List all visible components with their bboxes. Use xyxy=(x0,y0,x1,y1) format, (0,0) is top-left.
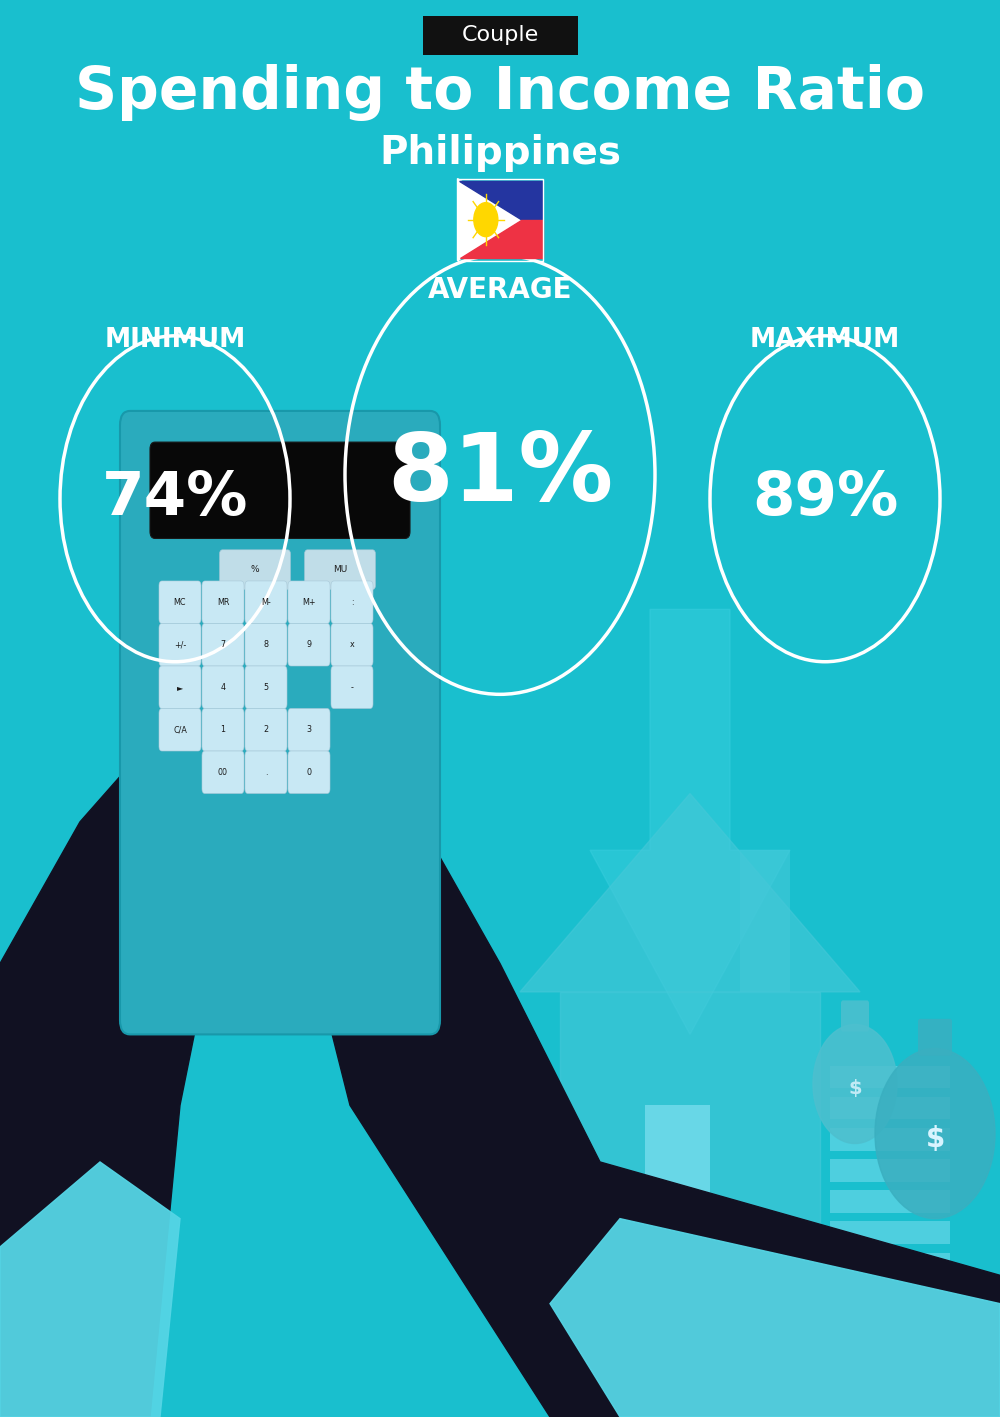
Polygon shape xyxy=(300,794,1000,1417)
FancyBboxPatch shape xyxy=(830,1253,950,1275)
Text: MC: MC xyxy=(174,598,186,606)
Text: ►: ► xyxy=(177,683,183,691)
FancyBboxPatch shape xyxy=(159,708,201,751)
FancyBboxPatch shape xyxy=(288,623,330,666)
Text: MINIMUM: MINIMUM xyxy=(104,327,246,353)
Text: +/-: +/- xyxy=(174,640,186,649)
FancyBboxPatch shape xyxy=(830,1190,950,1213)
FancyBboxPatch shape xyxy=(159,623,201,666)
Text: C/A: C/A xyxy=(173,726,187,734)
FancyBboxPatch shape xyxy=(202,751,244,794)
FancyBboxPatch shape xyxy=(331,623,373,666)
Text: $: $ xyxy=(925,1125,945,1153)
Text: 00: 00 xyxy=(218,768,228,777)
Text: .: . xyxy=(265,768,267,777)
Text: %: % xyxy=(251,565,259,574)
FancyBboxPatch shape xyxy=(245,751,287,794)
Text: M-: M- xyxy=(261,598,271,606)
Polygon shape xyxy=(458,179,521,261)
Polygon shape xyxy=(520,794,860,992)
Text: 4: 4 xyxy=(220,683,226,691)
Text: MR: MR xyxy=(217,598,229,606)
Polygon shape xyxy=(0,652,420,1417)
Text: 3: 3 xyxy=(306,726,312,734)
Circle shape xyxy=(474,203,498,237)
Text: 5: 5 xyxy=(263,683,269,691)
FancyBboxPatch shape xyxy=(120,411,440,1034)
FancyBboxPatch shape xyxy=(245,623,287,666)
Text: x: x xyxy=(350,640,354,649)
FancyBboxPatch shape xyxy=(202,581,244,623)
Text: :: : xyxy=(351,598,353,606)
FancyBboxPatch shape xyxy=(159,666,201,708)
Polygon shape xyxy=(460,181,542,220)
Circle shape xyxy=(875,1049,995,1219)
FancyBboxPatch shape xyxy=(202,708,244,751)
Text: MAXIMUM: MAXIMUM xyxy=(750,327,900,353)
FancyBboxPatch shape xyxy=(245,581,287,623)
FancyBboxPatch shape xyxy=(830,1097,950,1119)
Text: MU: MU xyxy=(333,565,347,574)
Polygon shape xyxy=(270,680,430,1034)
Text: 7: 7 xyxy=(220,640,226,649)
FancyBboxPatch shape xyxy=(645,1105,710,1275)
Polygon shape xyxy=(590,609,790,1034)
FancyBboxPatch shape xyxy=(304,550,376,589)
FancyBboxPatch shape xyxy=(841,1000,869,1032)
Text: 74%: 74% xyxy=(102,469,248,529)
Text: -: - xyxy=(351,683,353,691)
FancyBboxPatch shape xyxy=(830,1066,950,1088)
Text: AVERAGE: AVERAGE xyxy=(428,276,572,305)
Text: 81%: 81% xyxy=(387,429,613,520)
Text: Couple: Couple xyxy=(461,26,539,45)
Polygon shape xyxy=(0,1162,180,1417)
Circle shape xyxy=(813,1024,897,1144)
Text: 1: 1 xyxy=(220,726,226,734)
FancyBboxPatch shape xyxy=(150,442,410,538)
FancyBboxPatch shape xyxy=(288,751,330,794)
Text: Spending to Income Ratio: Spending to Income Ratio xyxy=(75,64,925,120)
Text: 0: 0 xyxy=(306,768,312,777)
Text: $: $ xyxy=(848,1078,862,1098)
FancyBboxPatch shape xyxy=(331,581,373,623)
FancyBboxPatch shape xyxy=(918,1019,952,1056)
Text: Philippines: Philippines xyxy=(379,135,621,171)
FancyBboxPatch shape xyxy=(220,550,290,589)
FancyBboxPatch shape xyxy=(830,1128,950,1151)
FancyBboxPatch shape xyxy=(288,581,330,623)
FancyBboxPatch shape xyxy=(202,623,244,666)
FancyBboxPatch shape xyxy=(830,1221,950,1244)
Polygon shape xyxy=(550,1219,1000,1417)
FancyBboxPatch shape xyxy=(159,581,201,623)
FancyBboxPatch shape xyxy=(331,666,373,708)
Polygon shape xyxy=(460,220,542,258)
Text: M+: M+ xyxy=(302,598,316,606)
FancyBboxPatch shape xyxy=(245,708,287,751)
Text: 89%: 89% xyxy=(752,469,898,529)
Text: 8: 8 xyxy=(264,640,268,649)
FancyBboxPatch shape xyxy=(245,666,287,708)
FancyBboxPatch shape xyxy=(202,666,244,708)
Polygon shape xyxy=(560,992,820,1275)
FancyBboxPatch shape xyxy=(422,16,578,55)
FancyBboxPatch shape xyxy=(288,708,330,751)
Text: 2: 2 xyxy=(263,726,269,734)
FancyBboxPatch shape xyxy=(830,1159,950,1182)
FancyBboxPatch shape xyxy=(740,850,790,992)
Text: 9: 9 xyxy=(306,640,312,649)
